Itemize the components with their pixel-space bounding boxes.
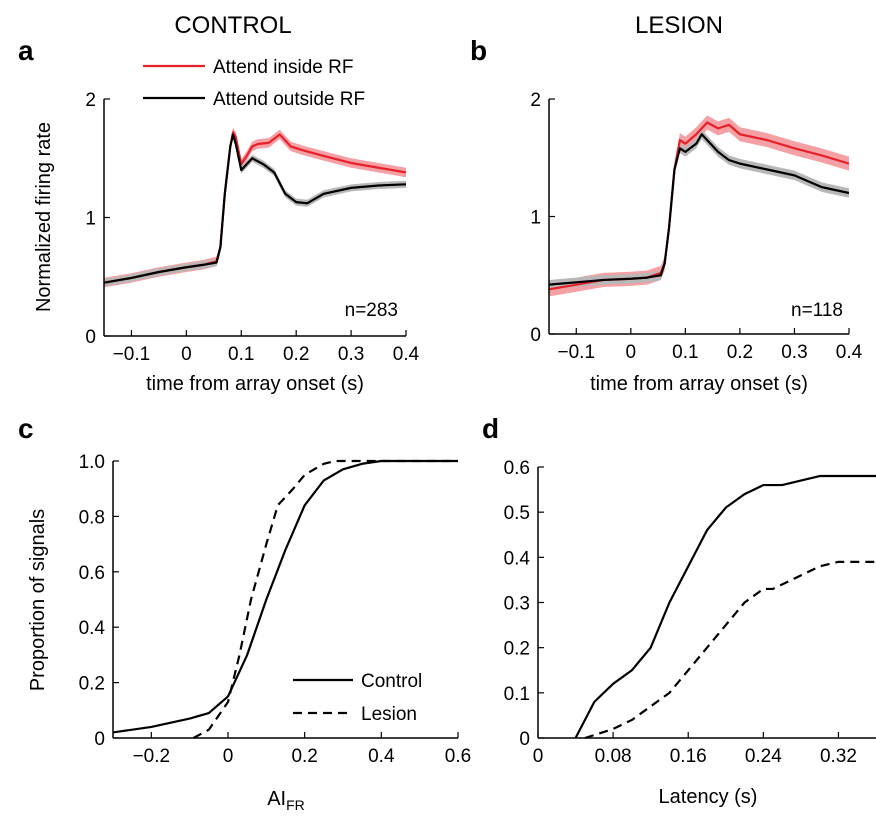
panel-b-y-tick-label: 1	[530, 208, 541, 229]
panel-a-title: CONTROL	[174, 12, 291, 39]
panel-c-y-tick-label: 0.2	[79, 674, 105, 695]
panel-b-x-tick-label: 0.2	[727, 342, 753, 363]
panel-a-x-axis-label-main: time from array onset (s)	[146, 373, 364, 395]
panel-a-legend-label: Attend inside RF	[213, 57, 353, 78]
panel-a-legend-label: Attend outside RF	[213, 89, 365, 110]
panel-c-x-tick-label: 0.6	[445, 746, 471, 767]
panel-a-x-tick-label: −0.1	[113, 344, 151, 365]
panel-c-y-tick-label: 0.4	[79, 618, 106, 639]
panel-c-x-tick-label: 0.4	[368, 746, 395, 767]
panel-d-x-tick-label: 0.24	[745, 746, 782, 767]
panel-a-x-axis-label: time from array onset (s)	[146, 373, 364, 395]
panel-c-x-axis-label-main: AI	[267, 788, 286, 810]
panel-b-x-axis-label-main: time from array onset (s)	[590, 373, 808, 395]
panel-a-series-0-band	[104, 127, 406, 288]
panel-b-x-tick-label: 0.3	[781, 342, 807, 363]
panel-c-y-tick-label: 0.6	[79, 563, 105, 584]
panel-a-series-1-band	[104, 130, 406, 287]
panel-d-y-tick-label: 0.2	[504, 639, 530, 660]
panel-a-panel-label: a	[18, 35, 34, 66]
panel-c-x-tick-label: −0.2	[133, 746, 171, 767]
panel-c-x-axis-label: AIFR	[267, 788, 305, 813]
panel-c-y-tick-label: 0.8	[79, 507, 105, 528]
panel-a-x-tick-label: 0.4	[393, 344, 420, 365]
panel-d-y-tick-label: 0.1	[504, 684, 530, 705]
panel-d-y-tick-label: 0.5	[504, 503, 530, 524]
panel-d-x-tick-label: 0.16	[670, 746, 707, 767]
panel-b-x-tick-label: 0.1	[672, 342, 698, 363]
panel-d-y-tick-label: 0.3	[504, 594, 530, 615]
panel-a-y-tick-label: 0	[85, 327, 96, 348]
panel-b-n-annotation: n=118	[791, 300, 843, 321]
panel-c-x-tick-label: 0	[223, 746, 234, 767]
panel-d-y-tick-label: 0.4	[504, 548, 531, 569]
panel-a-n-annotation: n=283	[345, 300, 398, 321]
panel-c-series-1-line	[192, 459, 458, 739]
panel-c-panel-label: c	[18, 413, 34, 444]
panel-c-x-axis-label-sub: FR	[286, 797, 305, 813]
panel-a-y-tick-label: 2	[85, 90, 96, 111]
panel-a-x-tick-label: 0.2	[283, 344, 309, 365]
panel-c-y-tick-label: 1.0	[79, 452, 105, 473]
panel-d-y-tick-label: 0	[519, 729, 530, 750]
panel-c-y-tick-label: 0	[94, 729, 105, 750]
panel-b-series-1-band	[549, 129, 849, 290]
panel-a-x-tick-label: 0.1	[228, 344, 254, 365]
panel-b-panel-label: b	[470, 35, 487, 66]
panel-d-x-tick-label: 0.08	[595, 746, 632, 767]
panel-b-y-tick-label: 0	[530, 325, 541, 346]
panel-b-x-tick-label: 0.4	[836, 342, 863, 363]
panel-b-x-tick-label: −0.1	[558, 342, 596, 363]
panel-b-x-axis-label: time from array onset (s)	[590, 373, 808, 395]
panel-d-x-axis-label-main: Latency (s)	[659, 786, 758, 808]
panel-a-series-0-line	[103, 131, 407, 284]
panel-a-x-tick-label: 0	[181, 344, 192, 365]
panel-d-panel-label: d	[482, 413, 499, 444]
panel-b-y-tick-label: 2	[530, 90, 541, 111]
panel-c-legend-label: Lesion	[361, 704, 417, 725]
panel-d-x-tick-label: 0	[533, 746, 544, 767]
panel-a-y-axis-label: Normalized firing rate	[33, 122, 55, 312]
panel-b-series-1-line	[548, 133, 850, 286]
panel-a-x-tick-label: 0.3	[338, 344, 364, 365]
panel-d-y-tick-label: 0.6	[504, 458, 530, 479]
panel-d-series-0-line	[574, 474, 876, 739]
panel-a-series-1-line	[103, 133, 407, 284]
panel-b-x-tick-label: 0	[626, 342, 637, 363]
panel-c-y-axis-label: Proportion of signals	[27, 509, 49, 691]
panel-a-y-tick-label: 1	[85, 209, 96, 230]
panel-d-x-axis-label: Latency (s)	[659, 786, 758, 808]
panel-c-legend-label: Control	[361, 671, 422, 692]
panel-b-title: LESION	[635, 12, 723, 39]
panel-d-x-tick-label: 0.32	[820, 746, 857, 767]
panel-d-series-1-line	[584, 560, 876, 740]
panel-c-x-tick-label: 0.2	[291, 746, 317, 767]
